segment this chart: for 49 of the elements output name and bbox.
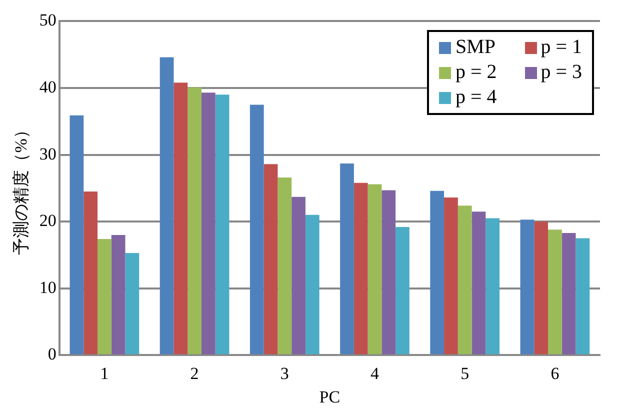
- bar: [160, 57, 174, 354]
- y-tick-label: 50: [39, 10, 56, 30]
- bar: [305, 214, 320, 354]
- y-axis-title: 予測の精度（%）: [12, 122, 31, 255]
- bar: [354, 182, 368, 354]
- bar: [472, 212, 486, 354]
- bar: [174, 82, 188, 354]
- bar: [84, 192, 98, 354]
- y-tick-label: 0: [48, 344, 56, 364]
- bar: [458, 206, 472, 354]
- legend-label: p = 1: [540, 36, 582, 59]
- x-tick-label: 4: [370, 364, 380, 383]
- bar: [264, 164, 278, 354]
- bar: [444, 198, 458, 354]
- bar: [534, 222, 548, 354]
- legend-label: p = 2: [455, 61, 497, 84]
- y-tick-label: 20: [39, 211, 56, 230]
- bar: [382, 190, 396, 354]
- bar: [201, 92, 216, 354]
- bar: [98, 238, 112, 354]
- bar: [396, 226, 410, 354]
- bar: [430, 190, 444, 354]
- bar: [576, 238, 590, 354]
- bar: [548, 230, 562, 354]
- bar: [70, 115, 84, 354]
- legend-label: p = 4: [455, 86, 497, 109]
- legend-label: p = 3: [540, 61, 582, 84]
- bar: [562, 232, 576, 354]
- bar: [340, 163, 354, 354]
- x-tick-label: 5: [460, 364, 470, 383]
- x-tick-label: 2: [190, 364, 199, 383]
- bar: [111, 234, 126, 354]
- bar: [292, 196, 306, 354]
- bar: [188, 87, 202, 354]
- x-tick-label: 1: [100, 364, 109, 383]
- y-tick-label: 40: [39, 77, 56, 96]
- legend-label: SMP: [455, 36, 496, 59]
- x-axis-title: PC: [319, 387, 340, 406]
- y-tick-label: 30: [39, 144, 56, 164]
- bar: [486, 218, 500, 354]
- bar: [278, 178, 292, 354]
- bar: [368, 184, 382, 354]
- y-tick-label: 10: [39, 278, 56, 297]
- bar: [520, 220, 534, 354]
- bar: [215, 94, 230, 354]
- x-tick-label: 6: [550, 364, 560, 383]
- bar: [125, 252, 140, 354]
- bar: [250, 104, 264, 354]
- x-tick-label: 3: [280, 364, 289, 383]
